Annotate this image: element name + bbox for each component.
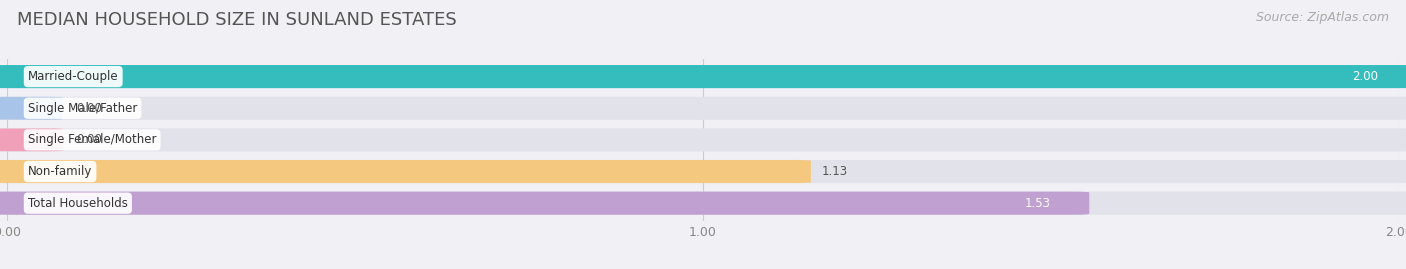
- Text: 1.13: 1.13: [821, 165, 848, 178]
- FancyBboxPatch shape: [0, 192, 1406, 215]
- FancyBboxPatch shape: [0, 129, 63, 151]
- Text: Married-Couple: Married-Couple: [28, 70, 118, 83]
- FancyBboxPatch shape: [0, 97, 63, 120]
- Text: Single Female/Mother: Single Female/Mother: [28, 133, 156, 146]
- Text: 0.00: 0.00: [77, 133, 103, 146]
- FancyBboxPatch shape: [0, 65, 1406, 88]
- Text: Non-family: Non-family: [28, 165, 93, 178]
- Text: 0.00: 0.00: [77, 102, 103, 115]
- FancyBboxPatch shape: [0, 160, 811, 183]
- FancyBboxPatch shape: [0, 192, 1090, 215]
- Text: 1.53: 1.53: [1025, 197, 1050, 210]
- Text: 2.00: 2.00: [1353, 70, 1378, 83]
- FancyBboxPatch shape: [0, 97, 1406, 120]
- Text: Single Male/Father: Single Male/Father: [28, 102, 138, 115]
- FancyBboxPatch shape: [0, 65, 1406, 88]
- Text: Total Households: Total Households: [28, 197, 128, 210]
- FancyBboxPatch shape: [0, 128, 1406, 151]
- Text: MEDIAN HOUSEHOLD SIZE IN SUNLAND ESTATES: MEDIAN HOUSEHOLD SIZE IN SUNLAND ESTATES: [17, 11, 457, 29]
- FancyBboxPatch shape: [0, 160, 1406, 183]
- Text: Source: ZipAtlas.com: Source: ZipAtlas.com: [1256, 11, 1389, 24]
